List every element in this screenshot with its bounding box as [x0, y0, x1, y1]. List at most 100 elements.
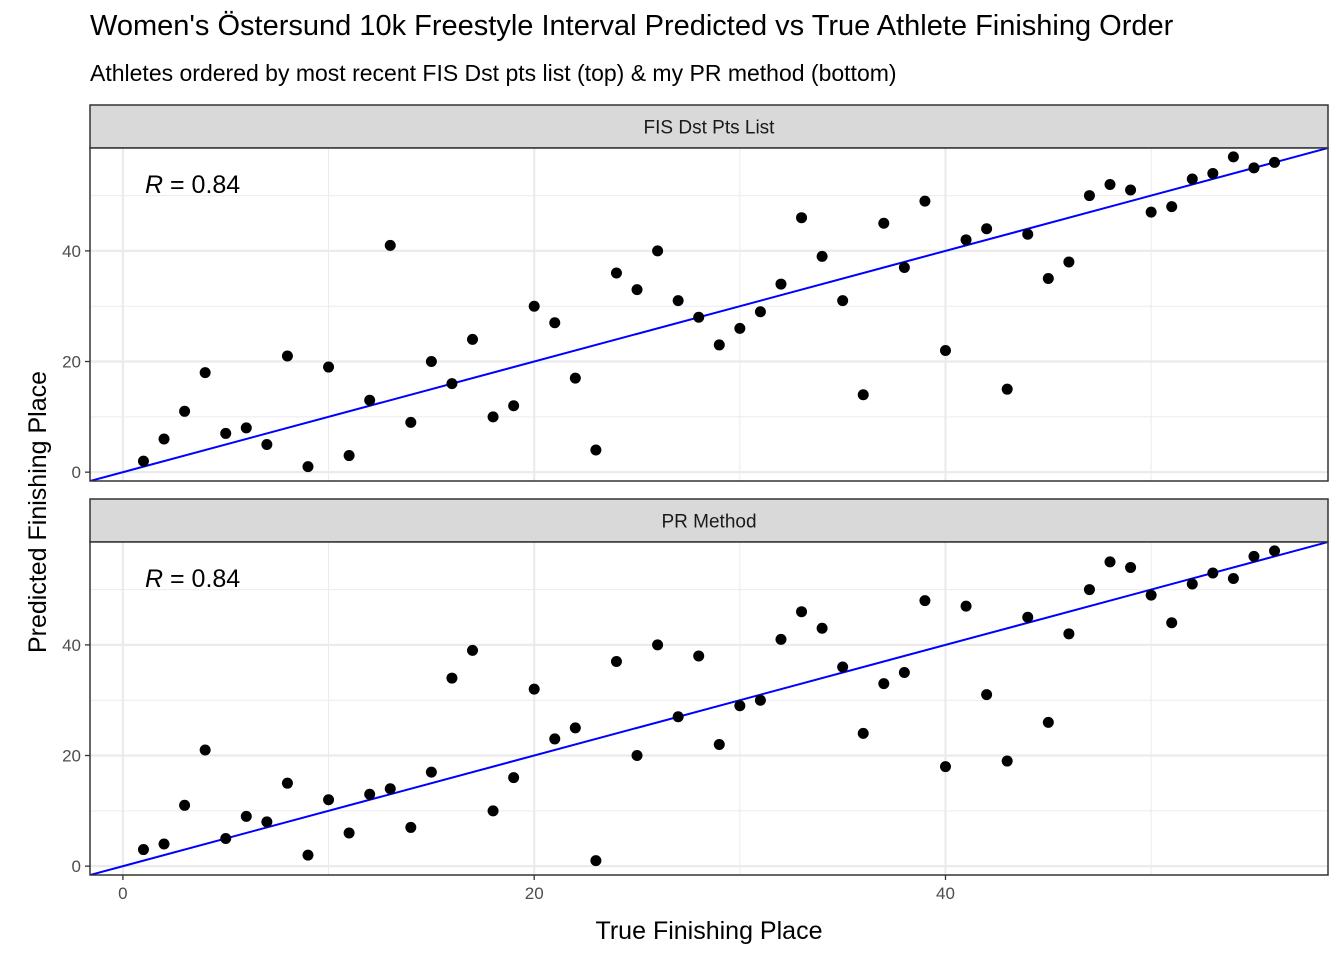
data-point	[137, 455, 149, 467]
data-point	[857, 389, 869, 401]
data-point	[528, 683, 540, 695]
data-point	[754, 694, 766, 706]
data-point	[1104, 556, 1116, 568]
x-tick-label: 0	[118, 884, 127, 903]
data-point	[960, 600, 972, 612]
data-point	[1227, 151, 1239, 163]
facet-strip-label: FIS Dst Pts List	[644, 118, 776, 139]
data-point	[508, 400, 520, 412]
data-point	[467, 644, 479, 656]
data-point	[220, 832, 232, 844]
data-point	[693, 650, 705, 662]
data-point	[610, 655, 622, 667]
data-point	[467, 333, 479, 345]
data-point	[179, 799, 191, 811]
data-point	[816, 622, 828, 634]
data-point	[137, 844, 149, 856]
data-point	[549, 317, 561, 329]
data-point	[754, 306, 766, 318]
data-point	[610, 267, 622, 279]
data-point	[1166, 617, 1178, 629]
data-point	[857, 727, 869, 739]
data-point	[364, 788, 376, 800]
facet-strip-label: PR Method	[661, 512, 756, 533]
data-point	[240, 422, 252, 434]
data-point	[199, 367, 211, 379]
panel-pr-method: PR Method 0 20 40 R = 0.84	[62, 498, 1329, 876]
data-point	[405, 821, 417, 833]
data-point	[364, 394, 376, 406]
data-point	[343, 827, 355, 839]
data-point	[1083, 190, 1095, 202]
data-point	[446, 378, 458, 390]
data-point	[1125, 561, 1137, 573]
data-point	[261, 816, 273, 828]
data-point	[631, 750, 643, 762]
data-point	[734, 700, 746, 712]
data-point	[898, 261, 910, 273]
data-point	[1063, 628, 1075, 640]
data-point	[652, 245, 664, 257]
data-point	[713, 339, 725, 351]
data-point	[569, 722, 581, 734]
data-point	[796, 606, 808, 618]
data-point	[1022, 228, 1034, 240]
data-point	[405, 416, 417, 428]
data-point	[590, 855, 602, 867]
x-tick-label: 20	[525, 884, 544, 903]
x-axis: 0 20 40	[118, 875, 955, 903]
data-point	[508, 772, 520, 784]
data-point	[1207, 167, 1219, 179]
data-point	[446, 672, 458, 684]
data-point	[302, 461, 314, 473]
y-tick-label: 40	[62, 636, 81, 655]
facet-strip	[89, 498, 1329, 543]
chart-title: Women's Östersund 10k Freestyle Interval…	[90, 10, 1174, 42]
data-point	[1083, 584, 1095, 596]
data-point	[775, 633, 787, 645]
correlation-label: R = 0.84	[145, 565, 240, 593]
data-point	[1145, 589, 1157, 601]
data-point	[652, 639, 664, 651]
data-point	[569, 372, 581, 384]
data-point	[672, 295, 684, 307]
data-point	[981, 689, 993, 701]
data-point	[323, 794, 335, 806]
chart-subtitle: Athletes ordered by most recent FIS Dst …	[90, 60, 897, 86]
data-point	[898, 667, 910, 679]
data-point	[1145, 206, 1157, 218]
x-axis-title: True Finishing Place	[596, 917, 823, 945]
data-point	[1001, 383, 1013, 395]
data-point	[837, 661, 849, 673]
data-point	[878, 678, 890, 690]
y-tick-label: 20	[62, 353, 81, 372]
data-point	[734, 322, 746, 334]
data-point	[425, 356, 437, 368]
y-tick-label: 20	[62, 747, 81, 766]
data-point	[302, 849, 314, 861]
fit-line	[90, 542, 1328, 875]
data-point	[693, 311, 705, 323]
panel-border	[89, 147, 1329, 482]
data-point	[384, 783, 396, 795]
data-point	[837, 295, 849, 307]
data-point	[1042, 273, 1054, 285]
data-point	[158, 838, 170, 850]
data-point	[919, 595, 931, 607]
data-point	[179, 405, 191, 417]
data-point	[1001, 755, 1013, 767]
data-point	[981, 223, 993, 235]
data-point	[199, 744, 211, 756]
data-point	[323, 361, 335, 373]
data-point	[631, 284, 643, 296]
data-point	[1269, 156, 1281, 168]
data-point	[487, 411, 499, 423]
data-point	[1022, 611, 1034, 623]
data-point	[775, 278, 787, 290]
data-point	[1063, 256, 1075, 268]
data-point	[549, 733, 561, 745]
data-point	[158, 433, 170, 445]
data-point	[343, 450, 355, 462]
data-point	[1227, 573, 1239, 585]
